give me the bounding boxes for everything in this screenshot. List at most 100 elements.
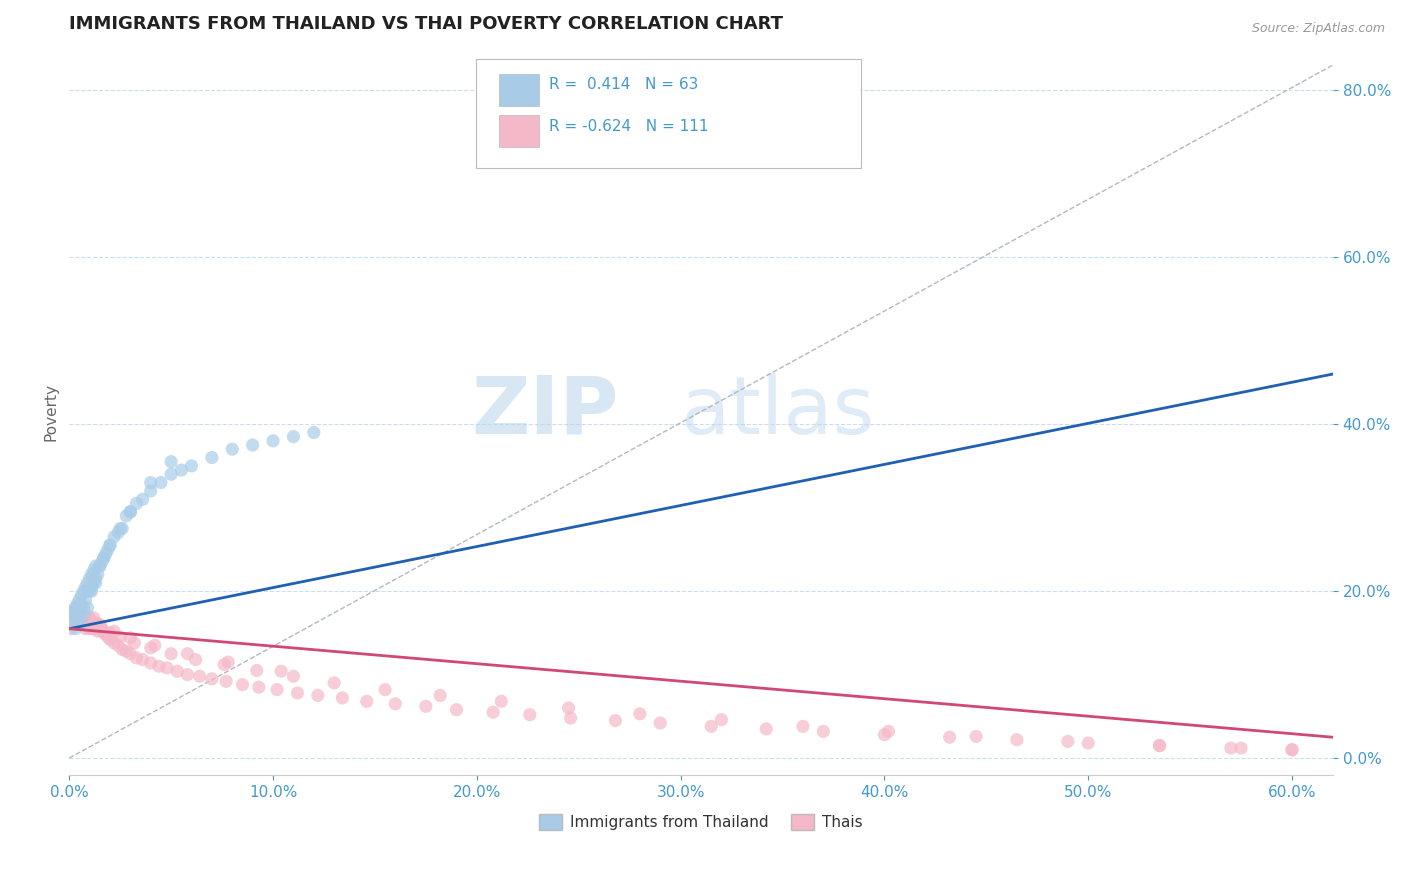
Point bbox=[965, 730, 987, 744]
Point bbox=[70, 597, 93, 611]
Point bbox=[103, 530, 125, 544]
Point bbox=[125, 496, 148, 510]
Point bbox=[75, 580, 97, 594]
Point bbox=[160, 455, 183, 469]
Point bbox=[72, 609, 94, 624]
Text: Source: ZipAtlas.com: Source: ZipAtlas.com bbox=[1251, 22, 1385, 36]
Point bbox=[148, 659, 170, 673]
Point bbox=[242, 438, 264, 452]
Point bbox=[143, 639, 166, 653]
Point bbox=[87, 617, 110, 632]
Point bbox=[120, 647, 142, 661]
Point bbox=[65, 605, 87, 619]
Point bbox=[76, 609, 98, 624]
Point bbox=[176, 667, 198, 681]
Point bbox=[93, 625, 115, 640]
Point bbox=[65, 609, 87, 624]
Point bbox=[89, 559, 111, 574]
Point bbox=[1077, 736, 1099, 750]
Point bbox=[557, 701, 579, 715]
Point bbox=[792, 719, 814, 733]
Point bbox=[62, 613, 84, 627]
Point bbox=[149, 475, 172, 490]
Point bbox=[62, 605, 84, 619]
Point bbox=[67, 617, 90, 632]
Point bbox=[98, 632, 121, 647]
Point bbox=[877, 724, 900, 739]
Point bbox=[76, 617, 98, 632]
Point bbox=[72, 617, 94, 632]
Point bbox=[156, 661, 179, 675]
Point bbox=[188, 669, 211, 683]
Point bbox=[98, 538, 121, 552]
Point bbox=[184, 652, 207, 666]
Point bbox=[66, 605, 89, 619]
Point bbox=[491, 694, 513, 708]
Point bbox=[221, 442, 243, 457]
Text: R =  0.414   N = 63: R = 0.414 N = 63 bbox=[550, 78, 699, 92]
Point bbox=[1281, 743, 1303, 757]
Point bbox=[560, 711, 582, 725]
FancyBboxPatch shape bbox=[499, 114, 540, 146]
Point bbox=[75, 613, 97, 627]
Point bbox=[176, 647, 198, 661]
Point bbox=[75, 592, 97, 607]
Point bbox=[201, 450, 224, 465]
Point bbox=[217, 655, 239, 669]
Point bbox=[262, 434, 284, 448]
Point bbox=[97, 630, 120, 644]
Point bbox=[111, 642, 134, 657]
Point bbox=[62, 605, 84, 619]
Point bbox=[374, 682, 396, 697]
Point bbox=[87, 624, 110, 639]
Point bbox=[1281, 743, 1303, 757]
Point bbox=[79, 613, 101, 627]
Point bbox=[108, 521, 131, 535]
FancyBboxPatch shape bbox=[499, 74, 540, 106]
Point bbox=[84, 575, 107, 590]
Point bbox=[67, 592, 90, 607]
Point bbox=[67, 609, 90, 624]
Point bbox=[710, 713, 733, 727]
Point bbox=[415, 699, 437, 714]
Point bbox=[98, 538, 121, 552]
Point bbox=[60, 613, 83, 627]
Point bbox=[139, 483, 162, 498]
Text: ZIP: ZIP bbox=[471, 373, 619, 450]
Point bbox=[93, 550, 115, 565]
Point bbox=[212, 657, 235, 672]
Point bbox=[90, 622, 112, 636]
Point bbox=[160, 467, 183, 482]
Point bbox=[139, 656, 162, 670]
Point bbox=[65, 600, 87, 615]
Point bbox=[131, 652, 153, 666]
Point bbox=[429, 689, 451, 703]
Legend: Immigrants from Thailand, Thais: Immigrants from Thailand, Thais bbox=[533, 808, 869, 836]
Point bbox=[72, 600, 94, 615]
Point bbox=[84, 619, 107, 633]
Point bbox=[1219, 741, 1241, 756]
Point bbox=[283, 669, 305, 683]
Point bbox=[215, 674, 238, 689]
Text: R = -0.624   N = 111: R = -0.624 N = 111 bbox=[550, 119, 709, 134]
Point bbox=[66, 597, 89, 611]
Point bbox=[139, 475, 162, 490]
Point bbox=[170, 463, 193, 477]
Point bbox=[323, 676, 346, 690]
Point bbox=[107, 639, 129, 653]
Point bbox=[84, 622, 107, 636]
Point bbox=[107, 525, 129, 540]
Point bbox=[89, 619, 111, 633]
Point bbox=[80, 567, 103, 582]
Point bbox=[180, 458, 202, 473]
Point bbox=[1149, 739, 1171, 753]
Point bbox=[650, 716, 672, 731]
Point bbox=[115, 508, 138, 523]
Point bbox=[84, 615, 107, 630]
Point bbox=[108, 630, 131, 644]
Point bbox=[813, 724, 835, 739]
Point bbox=[160, 647, 183, 661]
Point bbox=[700, 719, 723, 733]
Point bbox=[70, 613, 93, 627]
Point bbox=[93, 550, 115, 565]
